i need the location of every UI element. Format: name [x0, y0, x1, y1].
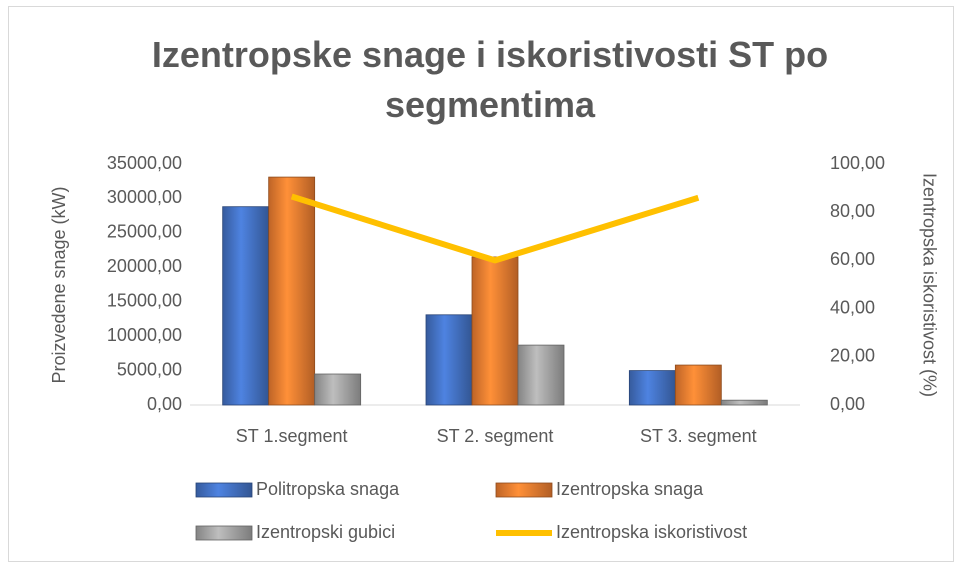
legend-swatch: [495, 482, 553, 498]
x-tick-label: ST 2. segment: [437, 426, 554, 446]
legend-label: Izentropska snaga: [556, 479, 704, 499]
y-tick-label: 20000,00: [107, 256, 182, 276]
bar: [471, 256, 519, 406]
bar: [674, 364, 722, 406]
y2-tick-label: 40,00: [830, 297, 875, 317]
bar: [517, 344, 565, 406]
y-tick-label: 30000,00: [107, 187, 182, 207]
y-tick-label: 0,00: [147, 394, 182, 414]
legend-swatch: [195, 525, 253, 541]
bar: [314, 373, 362, 406]
bar: [720, 399, 768, 406]
y2-tick-label: 100,00: [830, 153, 885, 173]
y-tick-label: 10000,00: [107, 325, 182, 345]
legend-label: Politropska snaga: [256, 479, 400, 499]
bar: [222, 206, 270, 406]
bar: [425, 314, 473, 406]
y-axis-label: Proizvedene snage (kW): [49, 186, 69, 383]
y2-axis-label: Izentropska iskoristivost (%): [919, 173, 939, 397]
y-tick-label: 35000,00: [107, 153, 182, 173]
chart-frame: [8, 6, 954, 562]
chart-title: Izentropske snage i iskoristivosti ST po…: [151, 34, 829, 125]
y2-tick-label: 60,00: [830, 249, 875, 269]
x-tick-label: ST 3. segment: [640, 426, 757, 446]
x-tick-label: ST 1.segment: [236, 426, 348, 446]
bar: [628, 370, 676, 406]
y2-tick-label: 80,00: [830, 201, 875, 221]
legend-label: Izentropski gubici: [256, 522, 395, 542]
line-series: [290, 193, 700, 264]
bar: [268, 176, 316, 406]
y-tick-label: 5000,00: [117, 359, 182, 379]
y2-tick-label: 0,00: [830, 394, 865, 414]
legend-swatch: [195, 482, 253, 498]
legend-label: Izentropska iskoristivost: [556, 522, 747, 542]
y-tick-label: 15000,00: [107, 290, 182, 310]
y-tick-label: 25000,00: [107, 222, 182, 242]
y2-tick-label: 20,00: [830, 346, 875, 366]
